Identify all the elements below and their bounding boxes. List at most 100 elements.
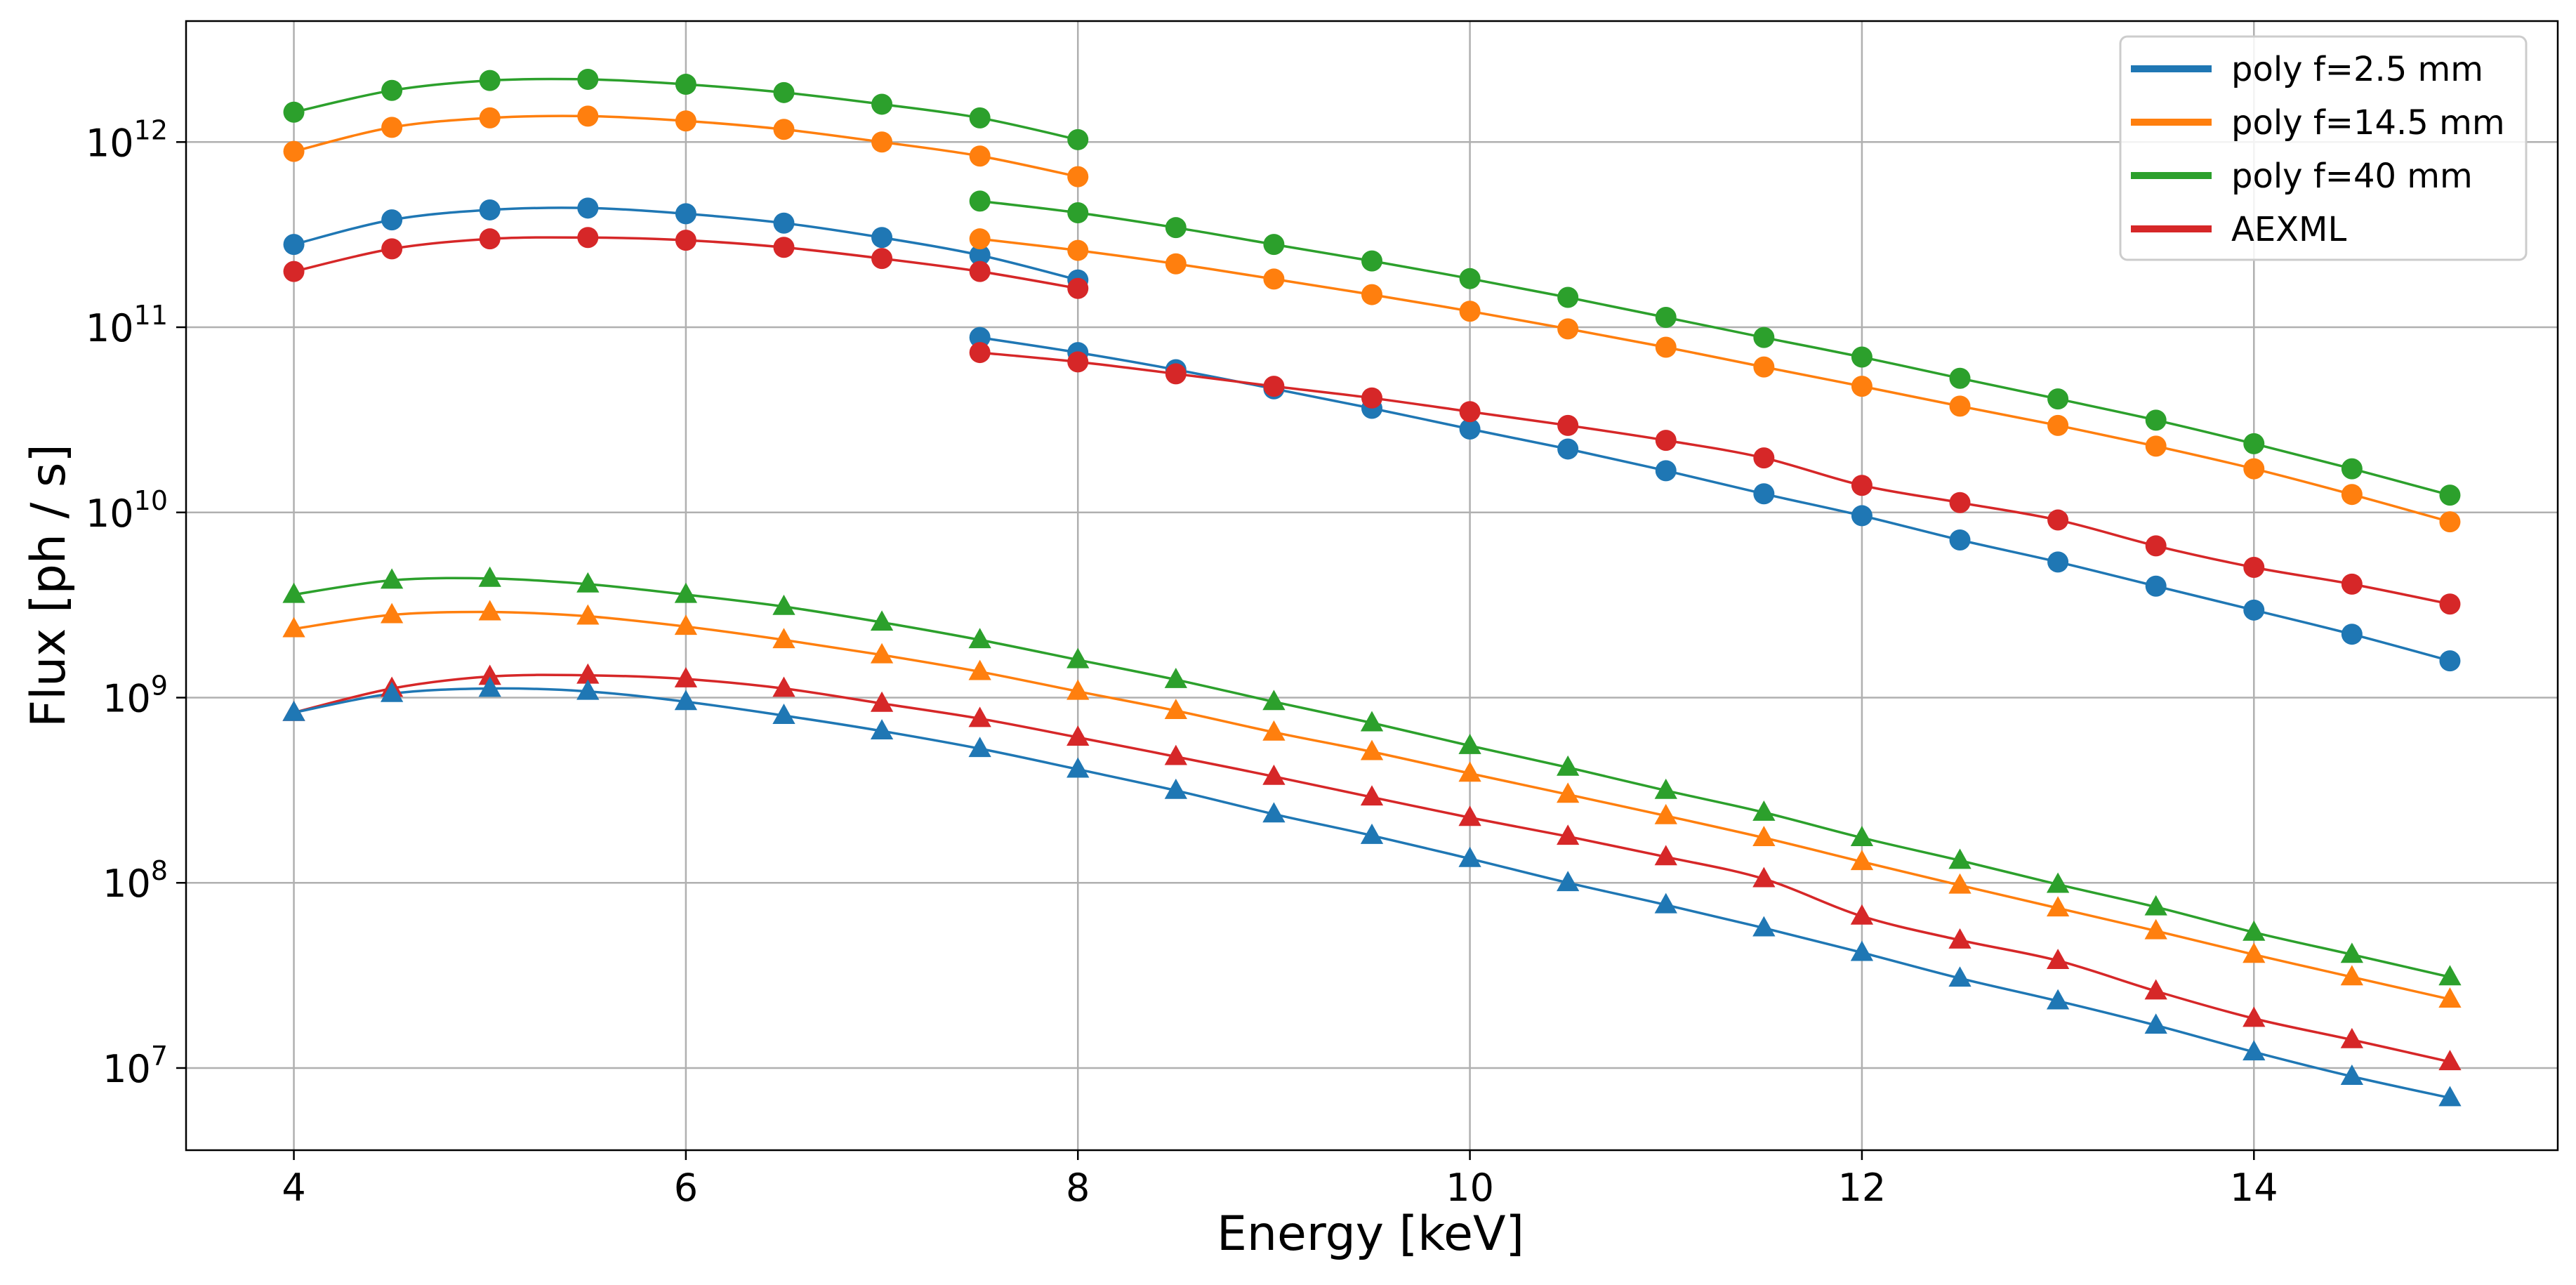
- data-point-circle: [2341, 624, 2363, 645]
- data-point-circle: [1753, 447, 1775, 469]
- y-tick-label: 1010: [86, 485, 168, 536]
- data-point-triangle: [1360, 823, 1384, 844]
- data-point-triangle: [1066, 757, 1090, 778]
- data-point-circle: [1263, 268, 1285, 290]
- data-point-circle: [1655, 336, 1677, 358]
- data-point-circle: [1361, 387, 1382, 409]
- legend: poly f=2.5 mm poly f=14.5 mm poly f=40 mm A…: [2119, 35, 2528, 261]
- data-point-triangle: [1850, 850, 1874, 871]
- data-point-triangle: [2046, 872, 2070, 893]
- data-point-triangle: [1948, 966, 1971, 987]
- legend-box: [2119, 35, 2528, 261]
- data-point-triangle: [2144, 918, 2167, 940]
- data-point-triangle: [674, 667, 698, 687]
- data-point-triangle: [1557, 782, 1580, 803]
- data-point-circle: [1753, 327, 1775, 348]
- legend-label: poly f=2.5 mm: [2231, 50, 2483, 89]
- data-point-triangle: [1752, 916, 1776, 937]
- data-point-circle: [1949, 395, 1971, 417]
- data-point-circle: [1655, 307, 1677, 329]
- data-point-triangle: [2144, 895, 2167, 916]
- data-point-circle: [1067, 239, 1089, 261]
- data-point-triangle: [1654, 803, 1677, 824]
- data-point-triangle: [1557, 871, 1580, 892]
- data-point-triangle: [2046, 896, 2070, 917]
- data-point-circle: [1557, 286, 1579, 308]
- data-point-triangle: [2340, 1027, 2364, 1048]
- data-point-triangle: [1262, 720, 1286, 741]
- legend-label: AEXML: [2231, 210, 2346, 249]
- data-point-triangle: [1164, 744, 1187, 765]
- data-point-triangle: [968, 628, 991, 649]
- data-point-triangle: [1654, 778, 1677, 799]
- data-point-triangle: [870, 719, 894, 739]
- data-point-circle: [675, 74, 696, 95]
- data-point-triangle: [2243, 920, 2266, 941]
- data-point-triangle: [968, 737, 991, 758]
- data-point-triangle: [2144, 1013, 2167, 1034]
- series-line: [979, 351, 2450, 606]
- data-point-circle: [283, 101, 305, 123]
- data-point-circle: [1263, 234, 1285, 256]
- x-tick-label: 4: [282, 1166, 305, 1210]
- data-point-circle: [2145, 535, 2167, 557]
- data-point-circle: [1655, 460, 1677, 482]
- data-point-circle: [871, 248, 893, 270]
- y-tick-label: 1011: [86, 300, 168, 350]
- data-point-circle: [773, 81, 795, 103]
- data-point-circle: [1459, 268, 1481, 289]
- data-point-triangle: [478, 664, 501, 685]
- data-point-circle: [1851, 376, 1872, 397]
- data-point-circle: [1361, 250, 1382, 272]
- data-point-triangle: [282, 700, 305, 721]
- plot-frame: [185, 20, 2559, 1152]
- data-point-circle: [1067, 202, 1089, 224]
- x-tick-label: 10: [1446, 1166, 1494, 1210]
- data-point-triangle: [380, 681, 404, 702]
- data-point-circle: [773, 119, 795, 140]
- data-point-circle: [2243, 458, 2265, 480]
- data-point-circle: [675, 230, 696, 251]
- data-point-circle: [1557, 318, 1579, 340]
- data-point-circle: [2243, 557, 2265, 579]
- data-point-triangle: [1360, 785, 1384, 806]
- data-point-circle: [283, 261, 305, 282]
- series-markers: [282, 69, 2462, 1107]
- data-point-circle: [969, 190, 991, 212]
- data-point-circle: [479, 70, 501, 91]
- data-point-circle: [2243, 599, 2265, 621]
- data-point-triangle: [1360, 739, 1384, 760]
- x-tick-label: 14: [2230, 1166, 2278, 1210]
- data-point-triangle: [478, 566, 501, 587]
- data-point-triangle: [282, 617, 305, 638]
- data-point-circle: [1263, 376, 1285, 397]
- data-point-circle: [2439, 485, 2461, 506]
- data-point-circle: [479, 199, 501, 220]
- data-point-triangle: [1850, 826, 1874, 847]
- data-point-triangle: [1948, 873, 1971, 894]
- data-point-triangle: [576, 663, 600, 684]
- data-point-circle: [871, 227, 893, 249]
- data-point-triangle: [282, 582, 305, 603]
- data-point-circle: [381, 79, 403, 101]
- data-point-circle: [577, 227, 599, 249]
- data-point-triangle: [2340, 1065, 2364, 1085]
- x-tick-label: 8: [1066, 1166, 1090, 1210]
- data-point-triangle: [1948, 928, 1971, 949]
- data-point-triangle: [380, 602, 404, 624]
- data-point-circle: [675, 203, 696, 225]
- data-point-circle: [2439, 593, 2461, 615]
- data-point-circle: [969, 261, 991, 282]
- data-point-circle: [871, 93, 893, 115]
- data-point-circle: [1949, 367, 1971, 389]
- data-point-circle: [1851, 346, 1872, 368]
- data-point-triangle: [1557, 824, 1580, 845]
- data-point-circle: [577, 105, 599, 127]
- data-point-triangle: [1262, 690, 1286, 711]
- data-point-circle: [1655, 430, 1677, 452]
- data-point-triangle: [2340, 965, 2364, 986]
- data-point-triangle: [1752, 826, 1776, 847]
- data-point-triangle: [1850, 940, 1874, 961]
